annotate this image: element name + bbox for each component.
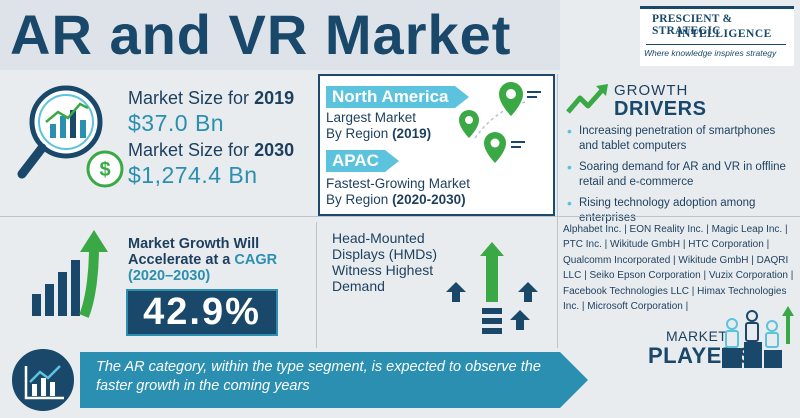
logo-divider xyxy=(646,44,786,45)
hmd-text: Head-Mounted Displays (HMDs) Witness Hig… xyxy=(332,230,437,294)
region-desc-fastest: Fastest-Growing Market By Region (2020-2… xyxy=(326,176,471,207)
vertical-divider xyxy=(557,74,558,348)
logo-line2: INTELLIGENCE xyxy=(677,28,772,40)
bar-growth-icon xyxy=(32,230,108,318)
horizontal-divider xyxy=(0,216,800,217)
driver-item: Increasing penetration of smartphones an… xyxy=(565,124,795,154)
dollar-icon: $ xyxy=(86,150,124,188)
region-tag-fastest: APAC xyxy=(326,150,399,172)
cagr-value: 42.9% xyxy=(143,291,261,333)
svg-text:$: $ xyxy=(99,159,110,181)
highlight-banner-text: The AR category, within the type segment… xyxy=(96,359,541,394)
page-title: AR and VR Market xyxy=(10,3,512,66)
magnifier-chart-icon xyxy=(17,85,103,179)
market-size-2019-value: $37.0 Bn xyxy=(128,110,225,136)
region-tag-largest: North America xyxy=(326,86,468,108)
logo-tagline: Where knowledge inspires strategy xyxy=(644,48,777,58)
driver-item: Rising technology adoption among enterpr… xyxy=(565,196,795,226)
title-band xyxy=(0,0,560,70)
growth-drivers-heading-small: GROWTH xyxy=(614,82,689,99)
market-size-2030-value: $1,274.4 Bn xyxy=(128,162,258,188)
logo-line1: PRESCIENT & STRATEGIC xyxy=(652,13,733,37)
logo xyxy=(640,6,794,66)
driver-item: Soaring demand for AR and VR in offline … xyxy=(565,160,795,190)
arrows-up-icon xyxy=(446,242,538,334)
cagr-description: Market Growth Will Accelerate at a CAGR … xyxy=(128,236,278,284)
market-players-heading-small: MARKET xyxy=(666,328,728,344)
market-size-2030-label: Market Size for 2030 xyxy=(128,140,295,160)
growth-drivers-heading: DRIVERS xyxy=(614,98,707,120)
chart-icon xyxy=(24,365,64,400)
market-players-list: Alphabet Inc. | EON Reality Inc. | Magic… xyxy=(563,224,794,313)
cagr-box xyxy=(126,289,278,336)
region-desc-largest: Largest Market By Region (2019) xyxy=(326,110,432,141)
vertical-divider xyxy=(316,222,317,348)
people-podium-icon xyxy=(722,306,794,368)
highlight-banner xyxy=(80,352,588,408)
location-pin-icon xyxy=(459,82,541,163)
market-size-2019-label: Market Size for 2019 xyxy=(128,88,295,108)
trend-up-icon xyxy=(566,84,608,114)
growth-drivers-list: Increasing penetration of smartphones an… xyxy=(565,124,795,232)
